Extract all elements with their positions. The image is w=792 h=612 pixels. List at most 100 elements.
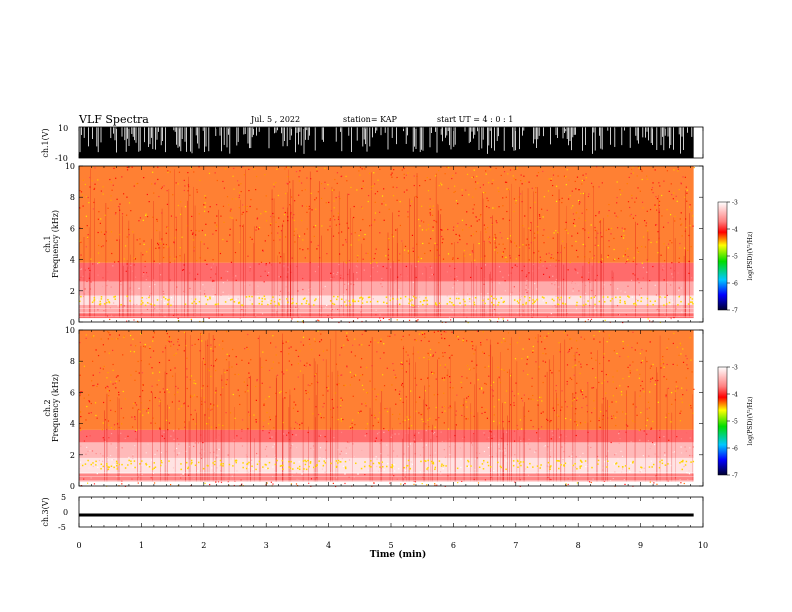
spectrogram-hotspot: [423, 459, 426, 462]
spectrogram-speckle: [428, 358, 430, 361]
spectrogram-speckle: [622, 255, 625, 257]
spectrogram-speckle: [324, 167, 326, 169]
spectrogram-hotspot: [124, 467, 127, 469]
spectrogram-speckle: [255, 229, 257, 231]
spectrogram-speckle: [653, 443, 656, 446]
spectrogram-speckle: [264, 270, 266, 272]
spectrogram-speckle: [146, 216, 149, 218]
spectrogram-speckle: [556, 306, 558, 309]
spectrogram-speckle: [413, 303, 415, 305]
spectrogram-speckle: [312, 445, 315, 447]
spectrogram-speckle: [649, 391, 651, 393]
spectrogram-speckle: [482, 331, 484, 333]
spectrogram-speckle: [145, 214, 147, 217]
spectrogram-hotspot: [576, 468, 578, 470]
spectrogram-speckle: [670, 421, 672, 423]
spectrogram-speckle: [295, 421, 297, 423]
spectrogram-speckle: [457, 257, 459, 260]
spectrogram-speckle: [651, 186, 654, 189]
spectrogram-speckle: [638, 282, 640, 284]
spectrogram-speckle: [381, 277, 383, 280]
spectrogram-speckle: [361, 384, 364, 386]
spectrogram-hotspot: [261, 297, 264, 300]
spectrogram-speckle: [639, 190, 641, 192]
spectrogram-speckle: [501, 237, 503, 239]
spectrogram-speckle: [655, 209, 658, 211]
spectrogram-speckle: [570, 296, 572, 298]
spectrogram-speckle: [552, 302, 554, 304]
spectrogram-speckle: [401, 275, 403, 277]
spectrogram-speckle: [429, 276, 431, 279]
spectrogram-speckle: [298, 479, 300, 481]
spectrogram-speckle: [469, 303, 471, 305]
spectrogram-speckle: [187, 302, 190, 304]
spectrogram-speckle: [326, 440, 328, 443]
spectrogram-hotspot: [360, 467, 363, 470]
spectrogram-speckle: [483, 432, 485, 434]
spectrogram-speckle: [617, 458, 619, 460]
spectrogram-speckle: [299, 248, 301, 250]
spectrogram-speckle: [165, 463, 167, 466]
spectrogram-speckle: [432, 230, 434, 232]
spectrogram-speckle: [93, 201, 95, 204]
spectrogram-speckle: [321, 307, 323, 309]
spectrogram-speckle: [673, 451, 676, 453]
spectrogram-speckle: [521, 428, 523, 430]
spectrogram-hotspot: [557, 460, 560, 462]
spectrogram-speckle: [297, 363, 299, 365]
spectrogram-speckle: [615, 215, 617, 217]
spectrogram-speckle: [666, 281, 668, 283]
spectrogram-hotspot: [619, 301, 621, 304]
spectrogram-hotspot: [627, 295, 629, 297]
spectrogram-speckle: [598, 330, 601, 332]
spectrogram-speckle: [212, 405, 214, 407]
spectrogram-speckle: [231, 475, 233, 477]
spectrogram-speckle: [403, 177, 405, 179]
spectrogram-speckle: [170, 341, 173, 343]
spectrogram-speckle: [498, 376, 500, 378]
spectrogram-speckle: [89, 288, 92, 290]
spectrogram-speckle: [333, 437, 335, 439]
spectrogram-speckle: [327, 229, 329, 231]
spectrogram-speckle: [649, 381, 652, 383]
spectrogram-speckle: [107, 459, 109, 461]
spectrogram-speckle: [657, 456, 660, 458]
spectrogram-speckle: [449, 376, 451, 378]
spectrogram-speckle: [370, 262, 372, 264]
spectrogram-speckle: [666, 446, 668, 448]
spectrogram-speckle: [505, 458, 507, 460]
spectrogram-speckle: [326, 386, 328, 389]
spectrogram-speckle: [461, 194, 463, 196]
spectrogram-speckle: [614, 258, 616, 260]
spectrogram-speckle: [627, 248, 629, 250]
spectrogram-speckle: [640, 470, 642, 472]
spectrogram-speckle: [275, 221, 277, 223]
spectrogram-speckle: [107, 331, 109, 333]
spectrogram-speckle: [189, 272, 191, 274]
spectrogram-speckle: [670, 316, 672, 319]
spectrogram-speckle: [510, 240, 512, 242]
spectrogram-speckle: [410, 390, 412, 392]
spectrogram-speckle: [327, 390, 329, 392]
spectrogram-hotspot: [113, 296, 115, 298]
spectrogram-hotspot: [579, 465, 581, 468]
spectrogram-speckle: [238, 196, 240, 198]
spectrogram-speckle: [387, 463, 389, 465]
spectrogram-speckle: [545, 353, 547, 355]
spectrogram-speckle: [442, 352, 444, 354]
spectrogram-speckle: [629, 310, 631, 312]
spectrogram-speckle: [286, 434, 288, 436]
spectrogram-speckle: [449, 470, 451, 472]
spectrogram-speckle: [429, 205, 431, 207]
spectrogram-speckle: [192, 239, 195, 241]
spectrogram-speckle: [161, 435, 164, 437]
spectrogram-speckle: [563, 247, 566, 249]
spectrogram-speckle: [80, 445, 82, 447]
spectrogram-speckle: [320, 417, 322, 419]
spectrogram-speckle: [650, 330, 652, 332]
spectrogram-hotspot: [489, 466, 492, 468]
spectrogram-speckle: [104, 441, 106, 443]
spectrogram-speckle: [607, 450, 609, 452]
spectrogram-hotspot: [282, 468, 284, 471]
spectrogram-speckle: [575, 466, 577, 468]
